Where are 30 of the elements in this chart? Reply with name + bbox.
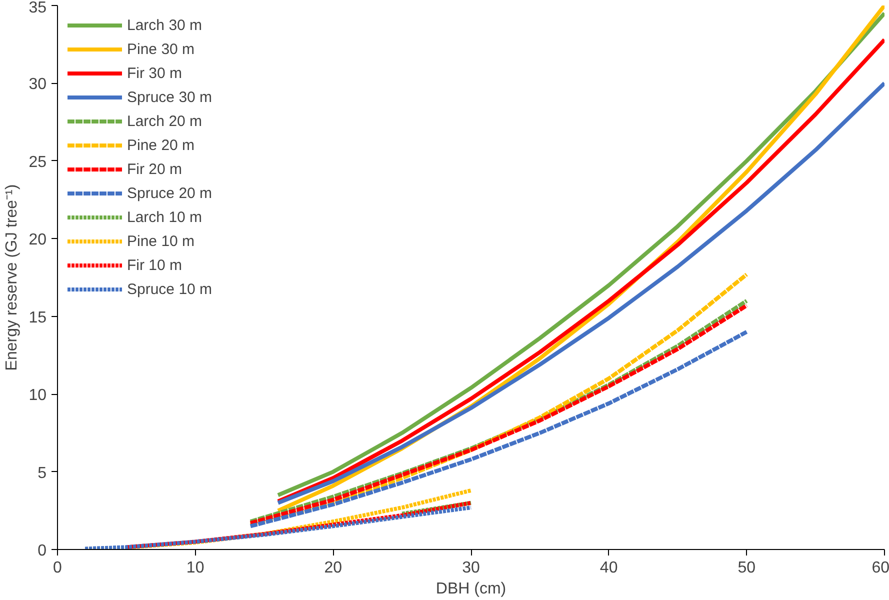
legend-label: Pine 30 m [127, 40, 195, 59]
x-tick-label: 50 [738, 560, 756, 576]
legend-label: Pine 20 m [127, 136, 195, 155]
legend-label: Spruce 30 m [127, 88, 212, 107]
legend-label: Fir 20 m [127, 160, 182, 179]
legend-label: Larch 30 m [127, 16, 202, 35]
x-tick-label: 10 [186, 560, 204, 576]
y-tick-label: 10 [28, 387, 47, 404]
x-tick-label: 20 [324, 560, 342, 576]
legend-label: Larch 20 m [127, 112, 202, 131]
legend-label: Fir 30 m [127, 64, 182, 83]
legend-label: Fir 10 m [127, 256, 182, 275]
y-tick-label: 20 [28, 232, 47, 249]
x-tick-label: 60 [872, 560, 889, 576]
x-tick-label: 0 [53, 560, 62, 576]
x-axis-title: DBH (cm) [436, 580, 506, 598]
y-tick-label: 30 [28, 76, 47, 94]
y-tick-label: 35 [28, 0, 47, 16]
line-series [83, 506, 473, 550]
y-tick-label: 25 [28, 154, 47, 171]
y-axis-title: Energy reserve (GJ tree⁻¹) [4, 184, 21, 371]
y-tick-label: 5 [38, 464, 47, 482]
x-tick-label: 30 [462, 560, 480, 576]
x-tick-label: 40 [600, 560, 618, 576]
legend-label: Spruce 20 m [127, 184, 212, 203]
legend-label: Larch 10 m [127, 208, 202, 227]
legend-label: Spruce 10 m [127, 280, 212, 299]
y-tick-label: 15 [28, 309, 47, 326]
y-tick-label: 0 [38, 542, 47, 560]
legend-label: Pine 10 m [127, 232, 195, 251]
